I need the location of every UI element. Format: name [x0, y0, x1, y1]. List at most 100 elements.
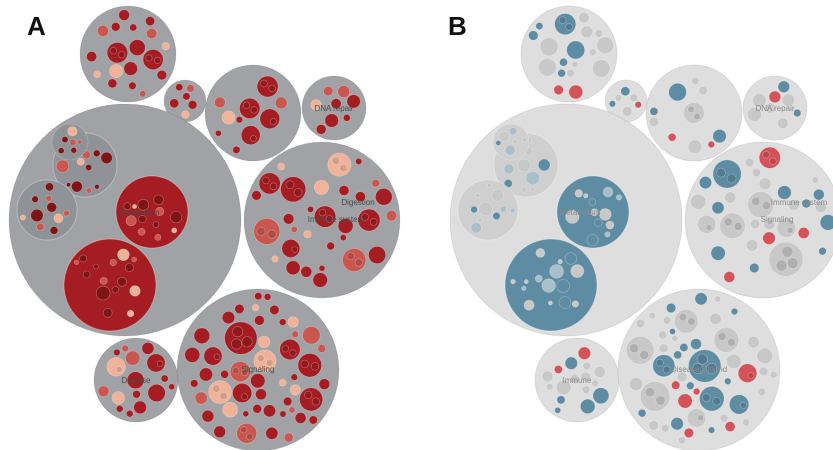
cluster-4-node-3 [342, 114, 351, 122]
cluster-3-node-2-sub-0 [250, 106, 258, 114]
cluster-2-node-2 [622, 106, 633, 117]
cluster-1-node-15 [535, 22, 544, 30]
cluster-5-group-2-node-2 [31, 195, 39, 203]
cluster-5-group-3-node-10 [132, 204, 137, 209]
panel-b-clusters: DNA repair Immune system Metabolism Signali… [449, 5, 833, 450]
cluster-6-node-9-sub-0 [369, 218, 378, 226]
cluster-5-group-3-node-12 [588, 198, 596, 206]
cluster-6-node-30 [277, 162, 286, 171]
cluster-6-node-7 [814, 200, 827, 213]
cluster-8-node-6-sub-0 [265, 358, 274, 367]
cluster-3-node-8 [698, 86, 708, 96]
cluster-7-node-2 [556, 379, 572, 396]
cluster-6-node-23 [318, 264, 326, 272]
cluster-5-group-4-node-9 [534, 274, 543, 283]
cluster-5-group-1-node-6 [85, 187, 92, 194]
cluster-1-node-7 [129, 23, 138, 32]
cluster-6-node-10-sub-0 [769, 157, 777, 166]
cluster-5-group-4-node-7 [557, 259, 563, 265]
cluster-1-node-11 [578, 12, 590, 24]
cluster-6-node-1 [747, 191, 775, 218]
cluster-8-node-13 [757, 387, 766, 396]
cluster-5-group-5-node-4 [495, 140, 502, 146]
cluster-8-node-29 [662, 316, 671, 325]
cluster-8-node-3-sub-1 [304, 390, 313, 399]
cluster-5-group-4-node-1 [523, 299, 535, 311]
cluster-8-node-43 [318, 378, 331, 390]
cluster-8-node-11 [294, 412, 307, 424]
cluster-8-node-32 [291, 330, 299, 338]
cluster-5-group-4-node-11 [548, 300, 553, 306]
cluster-5-group-3 [115, 175, 189, 249]
cluster-5-group-2-node-3 [36, 222, 45, 231]
cluster-8-node-13-sub-1 [281, 345, 290, 353]
cluster-8-node-8 [283, 432, 294, 443]
cluster-1-node-5 [106, 42, 128, 64]
cluster-3-node-3 [240, 125, 261, 145]
cluster-1-node-4 [539, 37, 559, 57]
cluster-8-node-3-sub-1 [702, 393, 711, 402]
cluster-8-node-14-sub-0 [310, 362, 320, 371]
cluster-8-node-22 [769, 371, 778, 379]
cluster-6-node-12 [819, 214, 833, 231]
cluster-7-node-16 [593, 366, 606, 378]
cluster-5-group-1-node-7 [100, 151, 113, 164]
cluster-8-node-8 [639, 381, 671, 412]
cluster-5-group-3-node-3 [155, 207, 165, 217]
cluster-6-node-2-sub-2 [781, 245, 794, 258]
cluster-8-node-9-sub-1 [656, 358, 664, 367]
cluster-5-group-2-node-8 [45, 182, 54, 192]
cluster-2-node-6 [181, 110, 190, 119]
cluster-1-node-2 [128, 81, 137, 90]
cluster-8-node-36 [686, 381, 695, 390]
cluster-3-node-6 [221, 110, 236, 125]
cluster-5-group-3-node-11 [138, 215, 147, 224]
cluster-3-node-1-sub-1 [687, 105, 695, 113]
cluster-6-node-16-sub-1 [256, 226, 266, 236]
cluster-3-node-7 [648, 116, 659, 127]
cluster-2-node-5 [634, 101, 642, 109]
cluster-6-node-13 [354, 191, 366, 203]
cluster-6-node-27 [801, 198, 811, 209]
cluster-3-node-10 [232, 145, 241, 154]
cluster-6-node-24 [818, 247, 827, 256]
cluster-5-group-1-node-1 [66, 182, 71, 188]
cluster-5-group-2-node-2 [475, 192, 481, 198]
cluster-5-group-3-node-12 [137, 228, 146, 236]
cluster-8-node-25 [737, 363, 758, 383]
cluster-7-node-7 [168, 383, 175, 391]
cluster-8-node-35 [199, 367, 213, 382]
cluster-6-node-8 [758, 177, 772, 191]
cluster-1-node-5 [568, 84, 583, 100]
cluster-5-group-1-node-11 [530, 186, 536, 192]
panel-a-label-6: Disease [122, 376, 151, 385]
cluster-5-group-3-node-7 [605, 220, 615, 230]
cluster-1-node-9 [123, 61, 138, 76]
cluster-6-node-12-sub-1 [331, 156, 340, 165]
cluster-8-node-14 [674, 309, 699, 334]
cluster-8-node-6 [688, 349, 722, 383]
cluster-5-group-4-node-3 [541, 278, 556, 293]
cluster-7-node-12 [554, 406, 562, 414]
cluster-5-group-1-node-11 [71, 180, 83, 193]
cluster-8-node-35 [683, 427, 694, 438]
cluster-5-group-5-node-5 [521, 137, 527, 143]
cluster-1-node-3 [566, 40, 586, 60]
cluster-5-group-4-node-12 [131, 256, 137, 263]
cluster-6-node-8-sub-0 [354, 258, 363, 267]
cluster-8-node-14-sub-1 [678, 313, 688, 322]
cluster-8-node-42 [707, 426, 715, 434]
cluster-5-group-3-node-1 [590, 208, 599, 217]
cluster-1-node-6-sub-0 [565, 23, 573, 31]
cluster-8-node-40 [317, 344, 327, 353]
cluster-1-node-8 [146, 27, 158, 40]
cluster-6-node-10 [337, 218, 354, 234]
cluster-8-node-10 [724, 421, 736, 432]
cluster-8-node-21 [690, 338, 702, 350]
cluster-4-node-1 [765, 102, 776, 114]
cluster-8-node-17 [671, 334, 679, 342]
cluster-5-group-2-node-6 [510, 207, 516, 214]
cluster-8-node-30 [222, 401, 238, 418]
cluster-1-node-8 [566, 69, 575, 78]
cluster-8-node-16 [236, 422, 257, 444]
